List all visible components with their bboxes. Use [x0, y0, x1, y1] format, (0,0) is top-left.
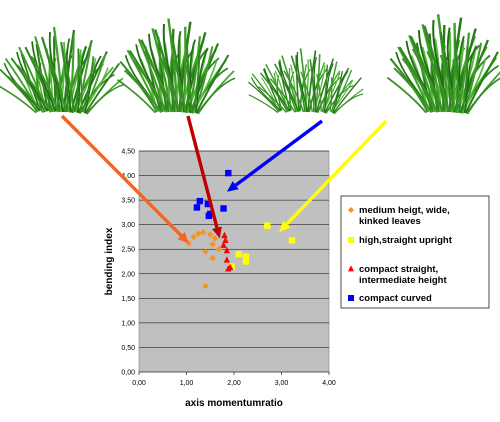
- y-tick-label: 1,50: [121, 296, 135, 303]
- data-point: [196, 197, 203, 205]
- legend-marker: [348, 237, 354, 243]
- x-tick-label: 3,00: [275, 380, 289, 387]
- data-point: [193, 204, 201, 211]
- legend-label: medium heigt, wide, kinked leaves: [359, 205, 450, 227]
- y-tick-label: 4,00: [121, 173, 135, 180]
- plant-compact-curved-image: [239, 47, 372, 123]
- x-tick-label: 4,00: [322, 380, 336, 387]
- data-point: [204, 200, 212, 208]
- data-point: [228, 263, 235, 270]
- legend-marker: [348, 265, 354, 272]
- data-point: [264, 222, 271, 229]
- series-3: [193, 169, 232, 220]
- data-point: [202, 282, 209, 290]
- y-tick-label: 2,00: [121, 271, 135, 278]
- legend-item-1: high,straight upright: [348, 235, 453, 246]
- y-tick-label: 0,50: [121, 345, 135, 352]
- y-tick-label: 3,50: [121, 198, 135, 205]
- legend: medium heigt, wide, kinked leaves high,str…: [340, 195, 490, 309]
- legend-item-0: medium heigt, wide, kinked leaves: [348, 205, 450, 227]
- legend-marker: [348, 295, 354, 301]
- series-1: [228, 222, 296, 270]
- plant-high-upright-image: [377, 12, 500, 123]
- data-point: [225, 169, 232, 177]
- gridlines: [139, 150, 329, 373]
- data-point: [207, 231, 214, 238]
- data-point: [222, 236, 229, 243]
- data-point: [211, 235, 219, 242]
- data-point: [235, 250, 242, 258]
- legend-label: compact straight, intermediate height: [359, 264, 447, 286]
- data-point: [199, 229, 207, 236]
- series-0: [185, 229, 222, 290]
- data-point: [202, 248, 209, 255]
- data-point: [225, 265, 232, 272]
- data-point: [195, 230, 202, 237]
- y-tick-label: 0,00: [121, 370, 135, 377]
- x-tick-label: 2,00: [227, 380, 241, 387]
- arrow-3: [226, 119, 324, 192]
- arrow-2: [186, 115, 222, 239]
- data-point: [242, 253, 250, 260]
- data-point: [223, 256, 231, 263]
- arrow-4: [279, 119, 388, 233]
- data-point: [205, 212, 213, 220]
- x-axis-title: axis momentumratio: [185, 398, 283, 409]
- data-point: [242, 258, 250, 265]
- y-tick-label: 2,50: [121, 247, 135, 254]
- x-tick-label: 0,00: [132, 380, 146, 387]
- data-point: [209, 241, 216, 248]
- data-point: [220, 241, 227, 248]
- arrow-1: [60, 114, 189, 244]
- y-tick-label: 4,50: [121, 149, 135, 156]
- legend-label: high,straight upright: [359, 235, 453, 246]
- legend-item-3: compact curved: [348, 293, 432, 304]
- y-axis-title: bending index: [104, 227, 115, 295]
- legend-marker: [348, 207, 354, 213]
- y-tick-label: 1,00: [121, 320, 135, 327]
- data-point: [190, 233, 197, 241]
- y-tick-label: 3,00: [121, 222, 135, 229]
- data-point: [288, 237, 296, 244]
- data-point: [215, 246, 222, 253]
- x-tick-label: 1,00: [180, 380, 194, 387]
- data-point: [209, 254, 216, 262]
- plant-medium-wide-image: [0, 25, 133, 124]
- data-point: [220, 205, 227, 212]
- plant-compact-straight-image: [107, 17, 244, 123]
- legend-item-2: compact straight, intermediate height: [348, 264, 447, 286]
- legend-label: compact curved: [359, 293, 432, 304]
- data-point: [223, 246, 231, 254]
- series-2: [220, 231, 234, 272]
- data-point: [221, 231, 228, 239]
